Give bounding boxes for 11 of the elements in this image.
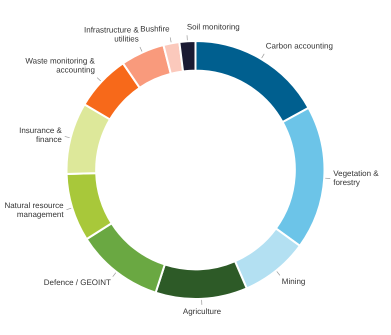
- slice-label: Soil monitoring: [186, 22, 240, 32]
- slice-label: Insurance & finance: [19, 126, 62, 144]
- slice-label: Bushfire: [140, 24, 170, 34]
- slice-label: Waste monitoring & accounting: [25, 56, 96, 75]
- slice-label: Natural resource management: [4, 200, 64, 219]
- slice-label: Infrastructure & utilities: [84, 25, 140, 44]
- slice-label: Agriculture: [182, 307, 222, 316]
- slice-label: Vegetation & forestry: [333, 168, 380, 187]
- slice-label: Defence / GEOINT: [44, 278, 112, 288]
- slice-label: Carbon accounting: [266, 41, 333, 50]
- slice-label: Mining: [282, 276, 306, 286]
